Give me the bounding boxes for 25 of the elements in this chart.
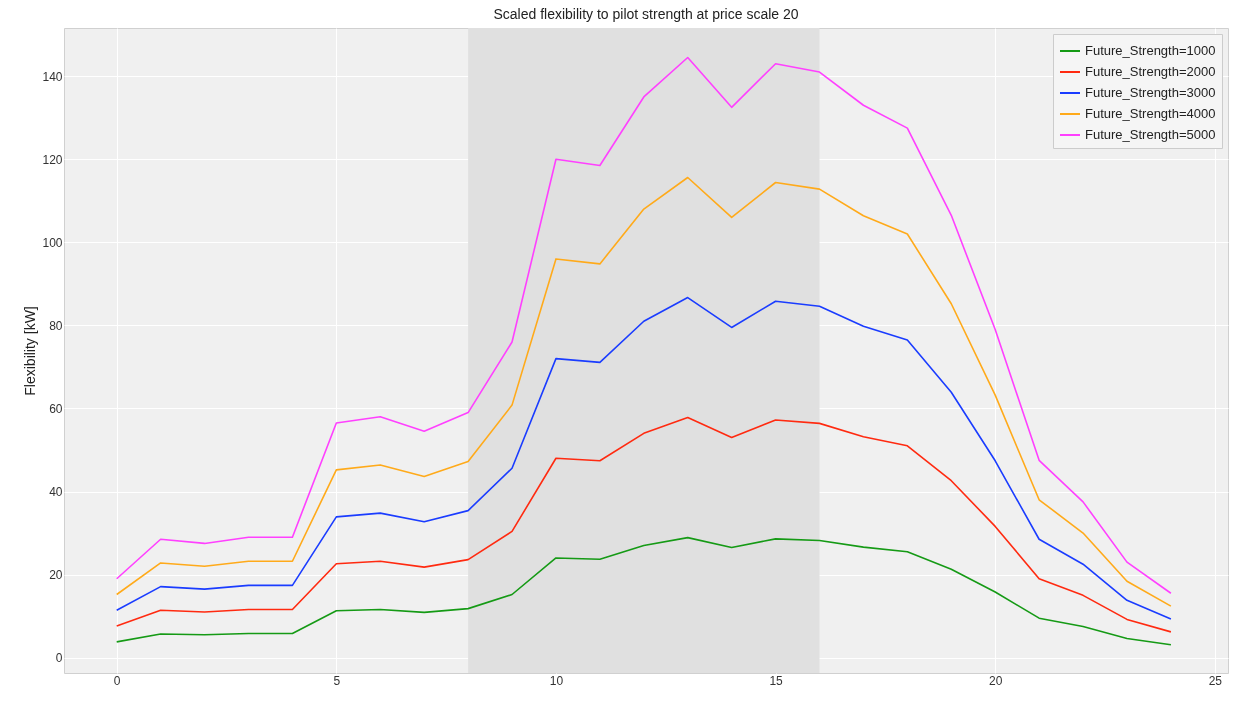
x-tick-label: 5 — [333, 673, 341, 688]
y-tick-label: 100 — [42, 235, 63, 250]
line-series — [115, 416, 1172, 633]
x-tick-label: 10 — [549, 673, 564, 688]
y-tick-label: 40 — [49, 485, 63, 499]
x-tick-label: 20 — [989, 673, 1003, 688]
line-series — [115, 176, 1172, 607]
y-tick-label: 20 — [49, 568, 63, 583]
legend-label: Future_Strength=2000 — [1085, 64, 1216, 79]
x-tick-label: 25 — [1208, 673, 1223, 688]
y-tick-label: 120 — [42, 152, 63, 167]
y-tick-label: 0 — [55, 651, 63, 666]
y-axis-title: Flexibility [kW] — [22, 306, 39, 396]
legend-label: Future_Strength=4000 — [1085, 106, 1216, 121]
legend-label: Future_Strength=5000 — [1085, 127, 1216, 142]
chart-title: Scaled flexibility to pilot strength at price scale 20 — [493, 6, 799, 22]
y-tick-label: 140 — [42, 69, 63, 84]
y-tick-label: 60 — [49, 401, 63, 416]
line-series — [115, 296, 1172, 620]
x-tick-label: 15 — [769, 673, 784, 688]
y-tick-label: 80 — [49, 318, 63, 333]
line-series — [115, 536, 1172, 646]
x-tick-label: 0 — [113, 673, 121, 688]
legend-label: Future_Strength=1000 — [1085, 43, 1216, 58]
legend-label: Future_Strength=3000 — [1085, 85, 1216, 100]
